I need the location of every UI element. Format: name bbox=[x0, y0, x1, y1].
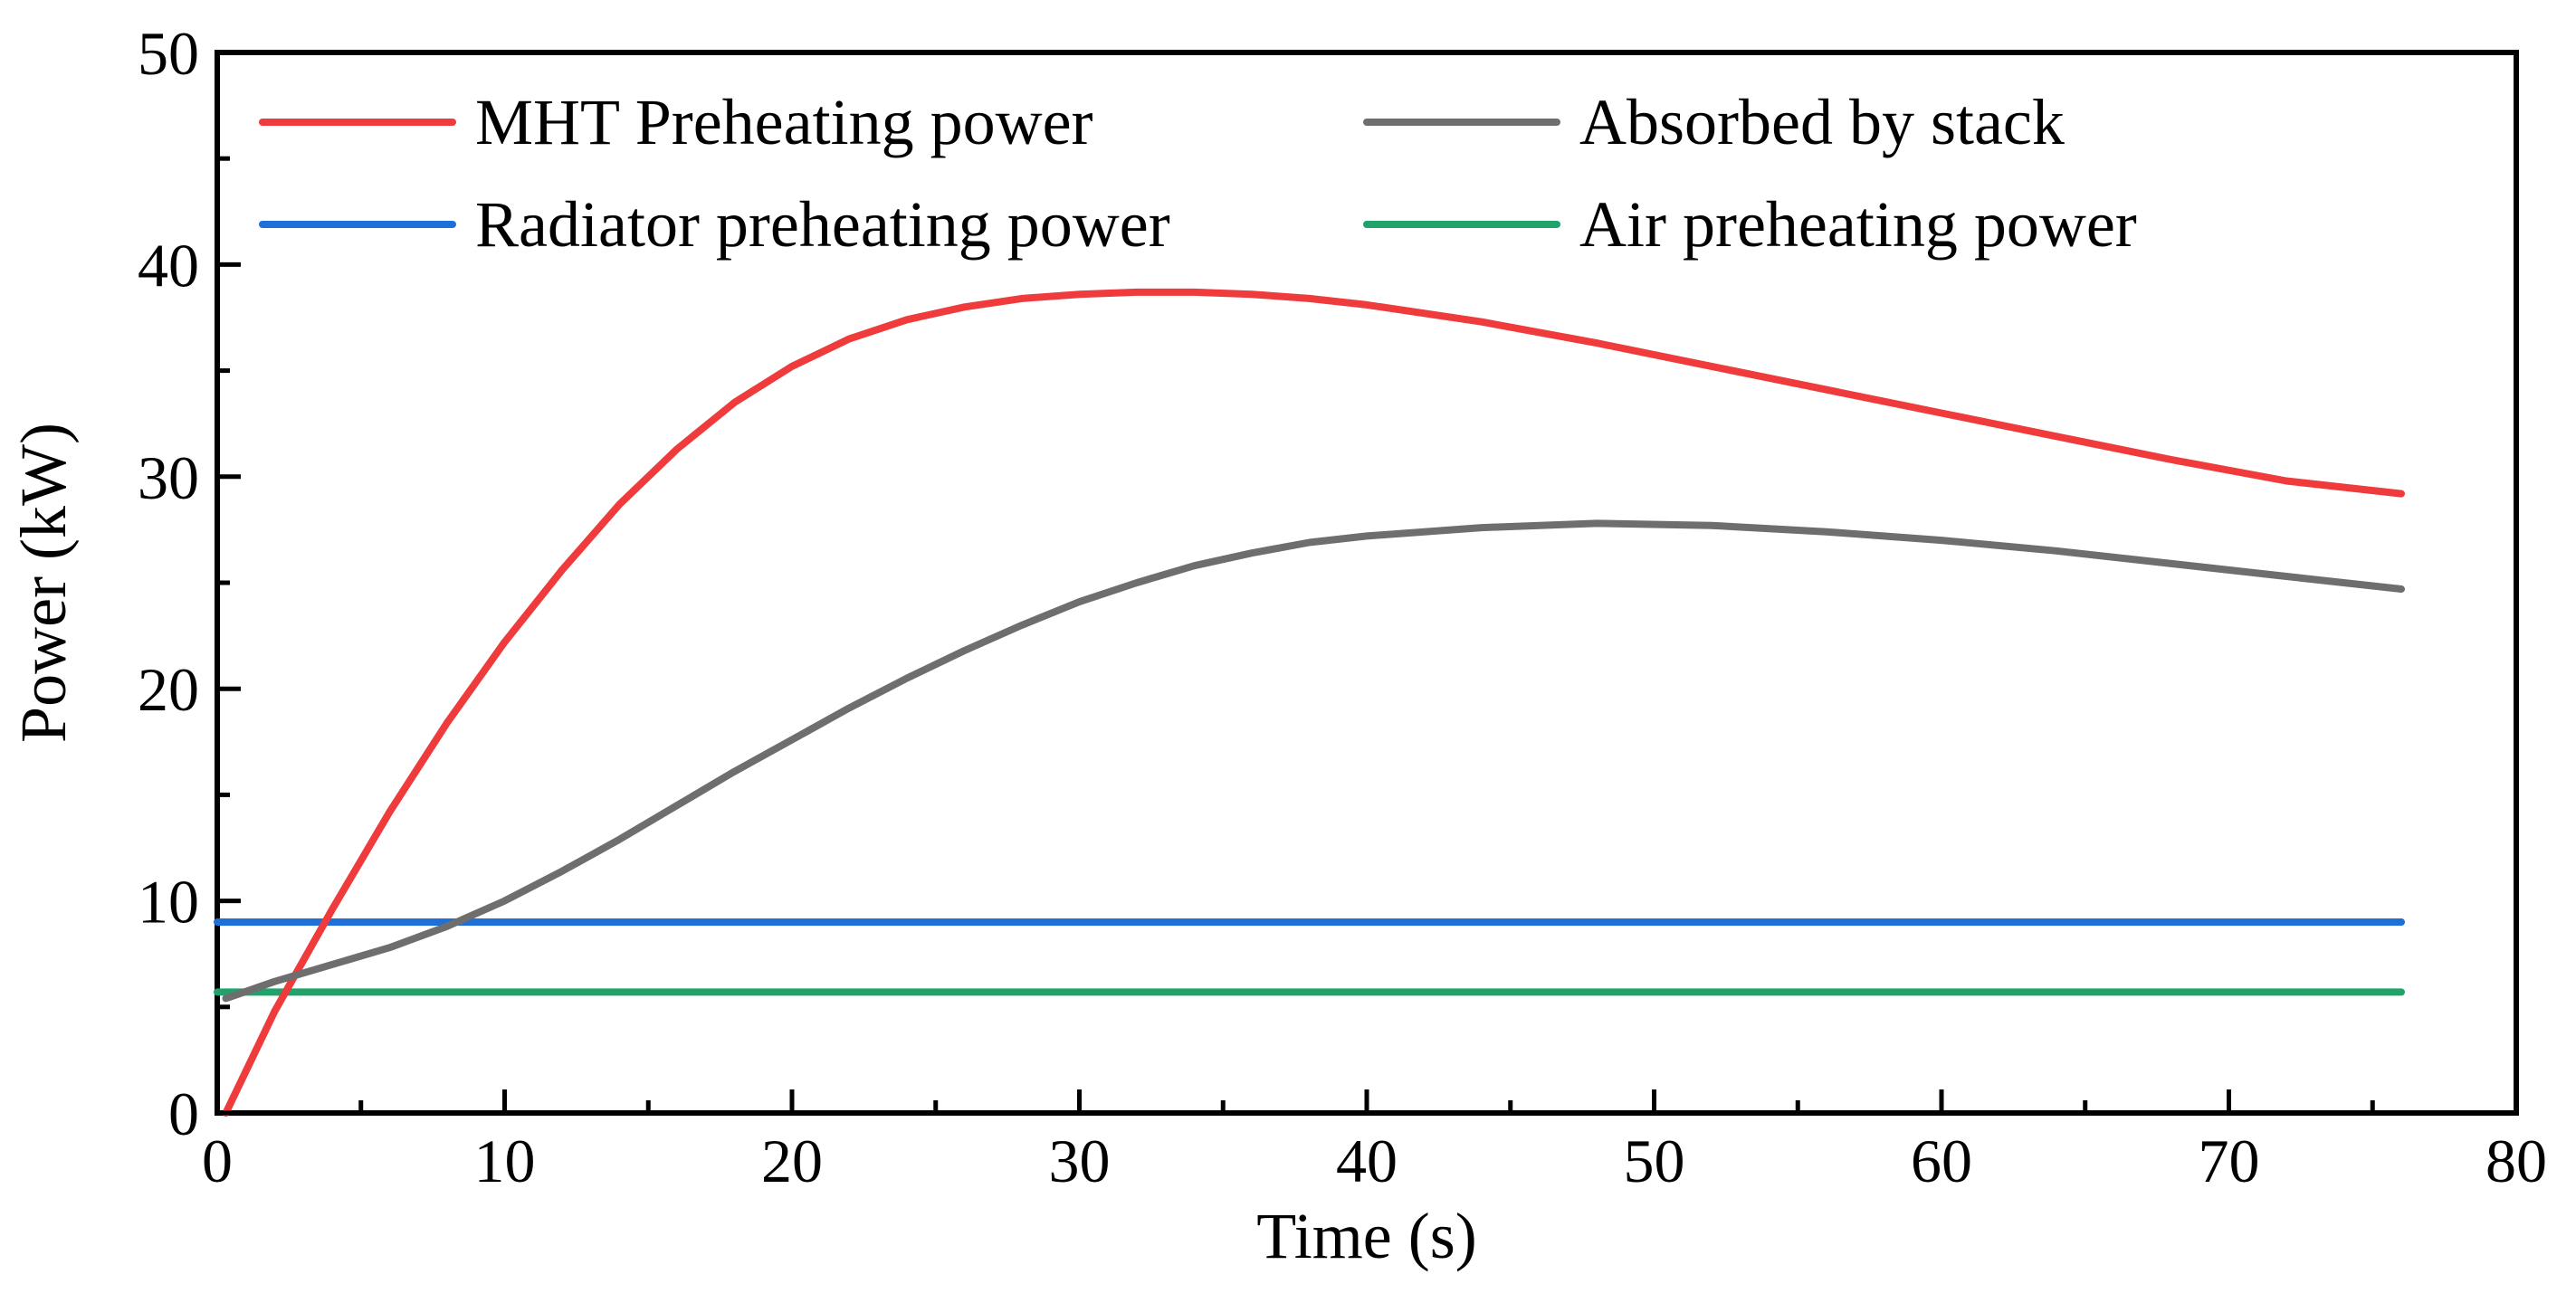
y-tick-label: 0 bbox=[168, 1079, 199, 1148]
x-tick-label: 70 bbox=[2199, 1127, 2260, 1195]
y-tick-label: 20 bbox=[138, 655, 199, 724]
legend-label: Absorbed by stack bbox=[1579, 86, 2065, 158]
series-line-mht-preheating-power bbox=[222, 288, 2405, 1117]
x-tick-label: 30 bbox=[1049, 1127, 1111, 1195]
y-tick-label: 40 bbox=[138, 231, 199, 300]
legend-label: Radiator preheating power bbox=[475, 188, 1170, 261]
legend-label: MHT Preheating power bbox=[475, 86, 1093, 158]
x-tick-label: 80 bbox=[2485, 1127, 2547, 1195]
series-line-absorbed-by-stack bbox=[222, 519, 2405, 1003]
x-tick-label: 0 bbox=[202, 1127, 233, 1195]
x-tick-label: 40 bbox=[1336, 1127, 1398, 1195]
legend-label: Air preheating power bbox=[1579, 188, 2137, 261]
series-layer bbox=[214, 288, 2405, 1117]
legend: MHT Preheating power Absorbed by stack Rad… bbox=[259, 86, 2137, 261]
x-tick-label: 60 bbox=[1911, 1127, 1972, 1195]
x-tick-label: 50 bbox=[1624, 1127, 1685, 1195]
x-tick-label: 10 bbox=[474, 1127, 536, 1195]
x-tick-label: 20 bbox=[761, 1127, 823, 1195]
y-axis-title: Power (kW) bbox=[7, 423, 80, 743]
x-axis-title: Time (s) bbox=[1256, 1200, 1476, 1272]
tick-layer: 0 10 20 30 40 50 60 70 80 0 10 20 30 40 50 bbox=[138, 19, 2547, 1195]
y-tick-label: 30 bbox=[138, 443, 199, 512]
y-tick-label: 50 bbox=[138, 19, 199, 88]
y-tick-label: 10 bbox=[138, 868, 199, 937]
